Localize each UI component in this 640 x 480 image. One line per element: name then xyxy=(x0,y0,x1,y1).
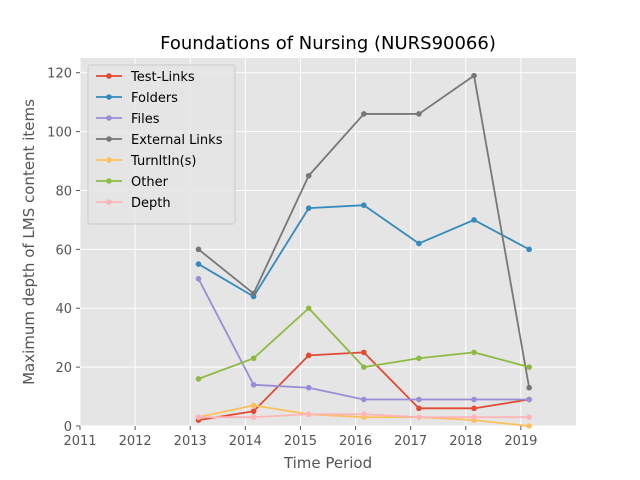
data-point xyxy=(195,376,202,382)
y-tick-label: 20 xyxy=(55,361,72,376)
legend-label: Files xyxy=(131,112,160,127)
data-point xyxy=(305,205,312,211)
data-point xyxy=(250,408,257,415)
x-axis-label: Time Period xyxy=(283,454,372,472)
legend-item: External Links xyxy=(96,133,223,148)
series-folders xyxy=(195,202,532,300)
x-tick-label: 2012 xyxy=(119,434,152,449)
legend-item: Other xyxy=(96,175,169,190)
legend-item: Files xyxy=(96,112,160,127)
data-point xyxy=(250,402,257,409)
y-tick-label: 100 xyxy=(47,126,72,141)
data-point xyxy=(471,405,477,412)
data-point xyxy=(305,172,312,179)
legend-marker xyxy=(106,94,112,100)
legend-marker xyxy=(106,178,112,184)
data-point xyxy=(195,276,202,282)
x-tick-label: 2016 xyxy=(339,434,372,449)
data-point xyxy=(250,381,257,388)
x-tick-label: 2011 xyxy=(63,434,96,449)
data-point xyxy=(250,290,257,297)
data-point xyxy=(305,384,312,391)
legend-item: TurnItIn(s) xyxy=(96,154,196,169)
legend-marker xyxy=(106,199,112,205)
data-point xyxy=(361,364,367,370)
series-other xyxy=(195,305,532,382)
y-tick-label: 120 xyxy=(47,67,72,82)
data-point xyxy=(195,414,202,420)
x-tick-label: 2019 xyxy=(504,434,537,449)
series-layer xyxy=(195,72,532,429)
data-point xyxy=(250,355,257,362)
legend-item: Folders xyxy=(96,91,178,106)
y-tick-label: 0 xyxy=(64,420,72,435)
y-tick-label: 80 xyxy=(55,184,72,199)
data-point xyxy=(416,355,422,362)
x-tick-label: 2014 xyxy=(229,434,262,449)
x-tick-label: 2018 xyxy=(449,434,482,449)
data-point xyxy=(526,364,532,370)
legend: Test-Links Folders Files External Links Turn… xyxy=(87,64,236,225)
data-point xyxy=(195,246,202,253)
data-point xyxy=(526,384,532,391)
y-tick-label: 40 xyxy=(55,302,72,317)
data-point xyxy=(250,414,257,420)
data-point xyxy=(416,414,422,420)
data-point xyxy=(305,411,312,418)
legend-item: Depth xyxy=(96,196,171,211)
data-point xyxy=(305,305,312,312)
y-axis-label: Maximum depth of LMS content items xyxy=(20,99,38,385)
series-files xyxy=(195,276,532,403)
data-point xyxy=(361,349,367,356)
x-axis-ticks: 2011 2012 2013 2014 2015 2016 2017 2018 2019 xyxy=(63,426,537,449)
data-point xyxy=(416,111,422,117)
data-point xyxy=(526,414,532,420)
data-point xyxy=(361,396,367,403)
data-point xyxy=(526,423,532,429)
data-point xyxy=(471,72,477,79)
legend-label: Depth xyxy=(131,196,171,211)
legend-label: Folders xyxy=(131,91,178,106)
legend-label: External Links xyxy=(131,133,223,148)
y-axis-ticks: 0 20 40 60 80 100 120 xyxy=(47,67,80,435)
data-point xyxy=(526,396,532,403)
legend-marker xyxy=(106,136,112,142)
series-external-links xyxy=(195,72,532,391)
legend-label: TurnItIn(s) xyxy=(130,154,196,169)
legend-marker xyxy=(106,157,112,163)
series-depth xyxy=(195,411,532,420)
x-tick-label: 2013 xyxy=(174,434,207,449)
y-tick-label: 60 xyxy=(55,243,72,258)
legend-marker xyxy=(106,115,112,121)
data-point xyxy=(305,352,312,359)
data-point xyxy=(361,111,367,117)
data-point xyxy=(195,261,202,267)
data-point xyxy=(416,240,422,247)
data-point xyxy=(471,349,477,356)
legend-label: Other xyxy=(131,175,169,190)
chart-title: Foundations of Nursing (NURS90066) xyxy=(160,33,496,54)
legend-label: Test-Links xyxy=(130,70,195,85)
data-point xyxy=(471,217,477,223)
data-point xyxy=(471,396,477,403)
legend-box xyxy=(87,64,236,225)
legend-item: Test-Links xyxy=(96,70,195,85)
x-tick-label: 2017 xyxy=(394,434,427,449)
data-point xyxy=(361,411,367,418)
data-point xyxy=(471,414,477,420)
data-point xyxy=(361,202,367,208)
data-point xyxy=(416,405,422,412)
data-point xyxy=(416,396,422,403)
data-point xyxy=(526,246,532,253)
legend-marker xyxy=(106,73,112,79)
x-tick-label: 2015 xyxy=(284,434,317,449)
